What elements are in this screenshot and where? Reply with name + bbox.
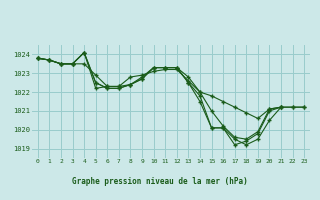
Text: Graphe pression niveau de la mer (hPa): Graphe pression niveau de la mer (hPa) xyxy=(72,178,248,186)
